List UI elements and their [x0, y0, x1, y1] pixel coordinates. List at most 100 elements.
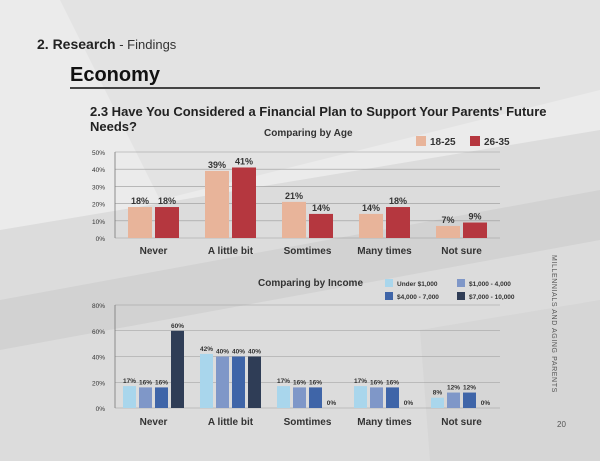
data-label: 12%: [447, 385, 460, 392]
data-label: 21%: [285, 191, 303, 201]
y-tick-label: 30%: [92, 184, 105, 191]
y-tick-label: 50%: [92, 150, 105, 157]
bar-2-1: [293, 387, 306, 408]
data-label: 17%: [277, 378, 290, 385]
category-label: Many times: [357, 417, 412, 428]
y-tick-label: 20%: [92, 202, 105, 209]
bar-1-3: [248, 356, 261, 408]
category-label: Never: [140, 417, 168, 428]
y-tick-label: 80%: [92, 303, 105, 310]
data-label: 16%: [155, 379, 168, 386]
data-label: 16%: [386, 379, 399, 386]
bar-0-0: [123, 386, 136, 408]
bar-4-1: [447, 392, 460, 408]
data-label: 16%: [309, 379, 322, 386]
data-label: 40%: [216, 349, 229, 356]
data-label: 14%: [312, 203, 330, 213]
bar-2-2: [309, 387, 322, 408]
data-label: 17%: [123, 378, 136, 385]
data-label: 60%: [171, 323, 184, 330]
data-label: 0%: [404, 400, 414, 407]
bar-4-2: [463, 392, 476, 408]
data-label: 39%: [208, 160, 226, 170]
bar-1-1: [232, 167, 256, 238]
y-tick-label: 10%: [92, 219, 105, 226]
bar-1-2: [232, 356, 245, 408]
bar-2-0: [282, 201, 306, 238]
side-caption: MILLENNIALS AND AGING PARENTS: [550, 255, 557, 393]
data-label: 7%: [441, 215, 454, 225]
category-label: A little bit: [208, 417, 254, 428]
legend-label: Under $1,000: [397, 281, 438, 288]
bar-3-0: [359, 213, 383, 238]
bar-3-0: [354, 386, 367, 408]
category-label: Not sure: [441, 417, 482, 428]
bar-0-1: [139, 387, 152, 408]
legend-swatch: [470, 136, 480, 146]
category-label: Many times: [357, 246, 412, 257]
legend-label: 26-35: [484, 137, 510, 148]
legend-label: 18-25: [430, 137, 456, 148]
category-label: Not sure: [441, 246, 482, 257]
data-label: 18%: [158, 196, 176, 206]
bar-3-2: [386, 387, 399, 408]
data-label: 40%: [232, 349, 245, 356]
chart-title: Comparing by Age: [264, 128, 353, 139]
bar-1-0: [200, 353, 213, 408]
section-heading: 2. Research - Findings: [37, 36, 177, 52]
data-label: 14%: [362, 203, 380, 213]
data-label: 17%: [354, 378, 367, 385]
topic-title: Economy: [70, 64, 161, 86]
legend-swatch: [385, 292, 393, 300]
y-tick-label: 40%: [92, 167, 105, 174]
data-label: 16%: [370, 379, 383, 386]
data-label: 0%: [327, 400, 337, 407]
data-label: 40%: [248, 349, 261, 356]
category-label: Never: [140, 246, 168, 257]
data-label: 0%: [481, 400, 491, 407]
bar-0-2: [155, 387, 168, 408]
y-tick-label: 40%: [92, 355, 105, 362]
bar-4-0: [431, 397, 444, 408]
category-label: Somtimes: [284, 417, 332, 428]
legend-swatch: [457, 279, 465, 287]
legend-label: $4,000 - 7,000: [397, 294, 439, 301]
data-label: 41%: [235, 156, 253, 166]
legend-swatch: [385, 279, 393, 287]
question-text: 2.3 Have You Considered a Financial Plan…: [90, 104, 547, 134]
bar-3-1: [370, 387, 383, 408]
bar-4-0: [436, 225, 460, 238]
bar-1-0: [205, 170, 229, 238]
y-tick-label: 0%: [96, 406, 106, 413]
chart-title: Comparing by Income: [258, 278, 363, 289]
data-label: 42%: [200, 346, 213, 353]
bar-0-3: [171, 330, 184, 408]
bar-0-0: [128, 207, 152, 238]
page-number: 20: [557, 420, 566, 429]
y-tick-label: 20%: [92, 380, 105, 387]
legend-swatch: [457, 292, 465, 300]
data-label: 8%: [433, 390, 443, 397]
bar-1-1: [216, 356, 229, 408]
bar-0-1: [155, 207, 179, 238]
bar-2-1: [309, 213, 333, 238]
bar-3-1: [386, 207, 410, 238]
data-label: 16%: [293, 379, 306, 386]
data-label: 18%: [131, 196, 149, 206]
legend-label: $1,000 - 4,000: [469, 281, 511, 288]
data-label: 18%: [389, 196, 407, 206]
legend-label: $7,000 - 10,000: [469, 294, 515, 301]
data-label: 16%: [139, 379, 152, 386]
y-tick-label: 0%: [96, 236, 106, 243]
y-tick-label: 60%: [92, 329, 105, 336]
data-label: 12%: [463, 385, 476, 392]
bar-2-0: [277, 386, 290, 408]
title-divider: [70, 87, 540, 89]
category-label: Somtimes: [284, 246, 332, 257]
legend-swatch: [416, 136, 426, 146]
bar-4-1: [463, 222, 487, 238]
data-label: 9%: [468, 212, 481, 222]
